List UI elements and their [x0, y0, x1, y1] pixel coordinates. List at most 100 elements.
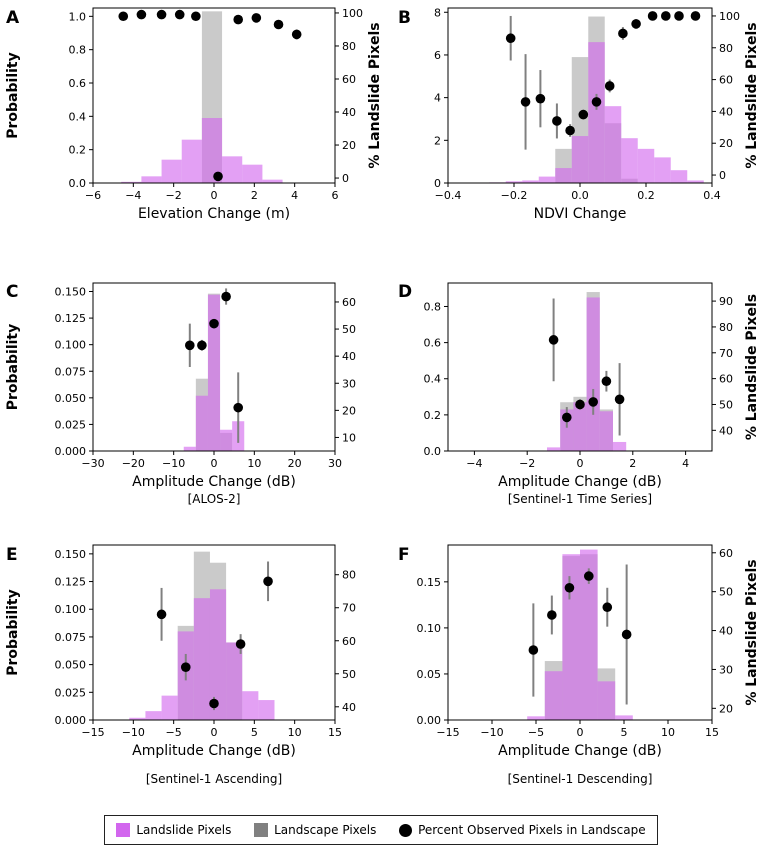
x-tick-label: 0.0: [571, 189, 589, 202]
y2-tick-label: 40: [719, 625, 733, 638]
x-tick-label: 0.4: [703, 189, 721, 202]
x-tick-label: 0.2: [637, 189, 655, 202]
plot-area: [118, 9, 302, 183]
percent-point: [647, 11, 658, 21]
landslide-bar: [183, 446, 196, 451]
x-tick-label: 10: [661, 726, 675, 739]
x-tick-label: 5: [621, 726, 628, 739]
landslide-bar: [604, 106, 622, 183]
legend-label-landslide: Landslide Pixels: [136, 823, 232, 837]
percent-point: [584, 571, 594, 581]
y2-tick-label: 60: [719, 547, 733, 560]
y-tick-label: 0.2: [424, 409, 442, 422]
percent-point: [588, 397, 598, 407]
x-tick-label: 10: [247, 457, 261, 470]
y-tick-label: 0.10: [417, 622, 442, 635]
landslide-bar: [599, 411, 613, 451]
panel-caption: [ALOS-2]: [188, 492, 241, 506]
y2-axis-label: % Landslide Pixels: [744, 22, 760, 168]
y-tick-label: 0.100: [55, 603, 87, 616]
percent-point: [185, 340, 195, 351]
legend-item-percent: Percent Observed Pixels in Landscape: [399, 823, 646, 837]
percent-point: [180, 662, 191, 672]
y2-axis-label: % Landslide Pixels: [744, 294, 760, 440]
x-axis-label: Amplitude Change (dB): [132, 743, 296, 759]
x-tick-label: −6: [85, 189, 101, 202]
panel-letter: A: [6, 8, 20, 28]
y2-tick-label: 30: [719, 663, 733, 676]
y2-tick-label: 30: [342, 377, 356, 390]
x-axis-label: Amplitude Change (dB): [498, 474, 662, 490]
y-tick-label: 0.050: [55, 659, 87, 672]
y2-tick-label: 60: [719, 74, 733, 87]
x-tick-label: 4: [682, 457, 689, 470]
panel-e: −15 −10 −5 0 5 10 15 0.000 0.025 0.050 0.075 0.100 0…: [5, 544, 356, 786]
y-tick-label: 0.8: [69, 44, 87, 57]
y2-tick-label: 90: [719, 295, 733, 308]
y-tick-label: 0.025: [55, 418, 87, 431]
y2-tick-label: 40: [719, 424, 733, 437]
percent-point: [197, 340, 207, 351]
y-tick-label: 0: [434, 177, 441, 190]
y-tick-label: 0.000: [55, 714, 87, 727]
percent-point: [621, 629, 632, 640]
percent-point: [564, 582, 575, 593]
landslide-bar: [220, 429, 233, 451]
landslide-bar: [522, 180, 539, 183]
x-axis-label: Amplitude Change (dB): [498, 743, 662, 759]
x-tick-label: 2: [629, 457, 636, 470]
y2-tick-label: 0: [719, 169, 726, 182]
percent-point: [591, 97, 602, 107]
landslide-bar: [654, 157, 671, 183]
x-tick-label: 6: [332, 189, 339, 202]
legend-label-percent: Percent Observed Pixels in Landscape: [418, 823, 646, 837]
y2-tick-label: 20: [342, 139, 356, 152]
y-tick-label: 0.125: [55, 312, 87, 325]
y2-tick-label: 20: [719, 702, 733, 715]
x-tick-label: −10: [162, 457, 185, 470]
percent-point: [661, 11, 671, 21]
y-tick-label: 0.075: [55, 365, 87, 378]
percent-point: [562, 412, 572, 423]
percent-point: [263, 576, 273, 587]
x-axis-label: NDVI Change: [534, 206, 627, 222]
percent-point: [552, 116, 562, 126]
landslide-bar: [637, 148, 655, 183]
y-tick-label: 0.0: [424, 445, 442, 458]
y-tick-label: 0.00: [417, 714, 442, 727]
landslide-bar: [547, 447, 561, 451]
landslide-bar: [258, 700, 275, 720]
y2-tick-label: 40: [342, 106, 356, 119]
y-tick-label: 0.15: [417, 576, 442, 589]
landslide-bar: [621, 138, 638, 183]
panel-letter: F: [398, 545, 410, 565]
y-tick-label: 0.4: [69, 110, 87, 123]
percent-point: [191, 11, 201, 22]
percent-point: [235, 639, 246, 649]
x-tick-label: 4: [291, 189, 298, 202]
panel-caption: [Sentinel-1 Time Series]: [508, 492, 652, 506]
percent-point: [614, 394, 625, 405]
landslide-bar: [161, 159, 182, 183]
percent-point: [118, 11, 129, 22]
x-tick-label: 15: [705, 726, 719, 739]
y2-tick-label: 40: [342, 350, 356, 363]
x-tick-label: 0: [211, 189, 218, 202]
panel-f: −15 −10 −5 0 5 10 15 0.00 0.05 0.10 0.15 20 30 40 50 60…: [398, 544, 760, 786]
percent-point: [156, 609, 167, 620]
y2-axis-label: % Landslide Pixels: [744, 559, 760, 705]
x-tick-label: 15: [328, 726, 342, 739]
y-tick-label: 4: [434, 92, 441, 105]
percent-point: [209, 698, 219, 709]
landslide-bar: [527, 716, 545, 720]
panel-caption: [Sentinel-1 Ascending]: [146, 772, 282, 786]
x-tick-label: −5: [166, 726, 182, 739]
y2-tick-label: 80: [342, 40, 356, 53]
landslide-bar: [505, 181, 523, 183]
x-tick-label: −10: [122, 726, 145, 739]
y2-tick-label: 60: [342, 73, 356, 86]
percent-point: [273, 19, 284, 30]
percent-point: [565, 125, 575, 136]
legend-item-landscape: Landscape Pixels: [254, 823, 376, 837]
